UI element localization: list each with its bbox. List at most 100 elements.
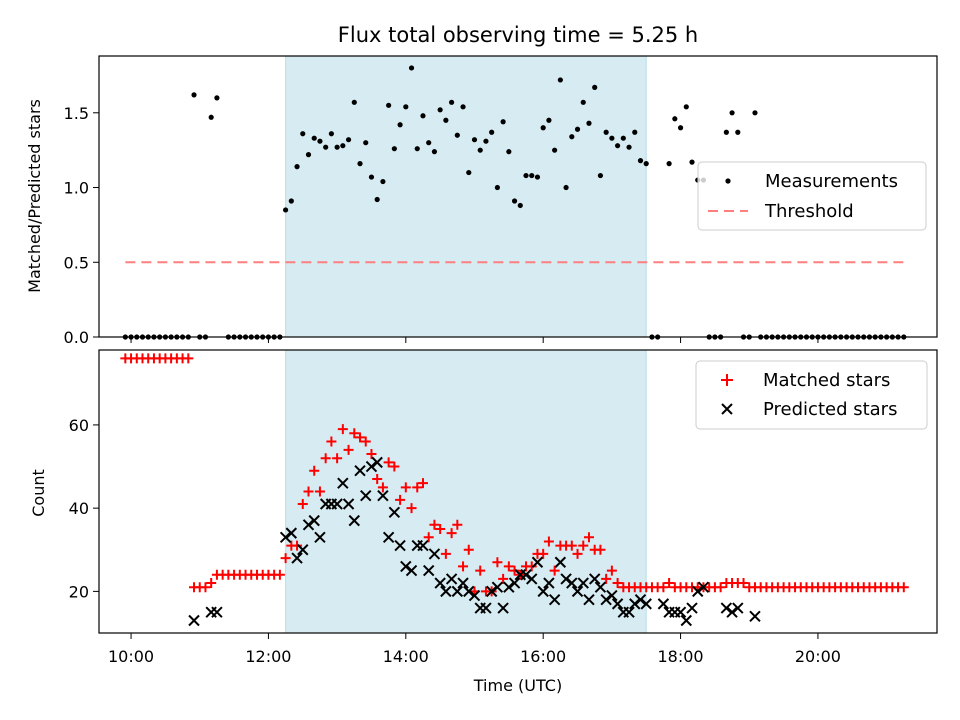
matched-star-point [206, 578, 217, 589]
predicted-star-point [623, 606, 635, 618]
measurement-point [643, 161, 649, 167]
predicted-star-point [279, 531, 292, 543]
measurement-point [426, 140, 432, 146]
predicted-star-point [640, 598, 652, 610]
matched-star-point [360, 436, 371, 447]
matched-stars-series [120, 353, 909, 597]
matched-star-point [303, 486, 314, 497]
matched-star-point [332, 453, 343, 464]
measurement-point [403, 104, 409, 110]
measurement-point [214, 95, 220, 101]
matched-star-point [595, 544, 606, 555]
matched-star-point [601, 573, 612, 584]
measurement-point [557, 77, 563, 83]
x-tick-label: 14:00 [383, 647, 429, 666]
predicted-star-point [634, 593, 647, 606]
matched-star-point [183, 353, 194, 364]
predicted-star-point [354, 464, 366, 477]
measurement-point [460, 104, 466, 110]
matched-star-point [452, 519, 463, 530]
measurement-point [552, 147, 558, 153]
matched-star-point [200, 582, 211, 593]
matched-star-point [274, 569, 285, 580]
measurement-point [672, 116, 678, 122]
predicted-star-point [548, 593, 561, 606]
chart-title: Flux total observing time = 5.25 h [338, 23, 698, 47]
predicted-star-point [371, 456, 383, 469]
predicted-star-point [674, 606, 687, 618]
bottom-x-ticks: 10:00 12:00 14:00 16:00 18:00 20:00 [108, 633, 841, 666]
predicted-star-point [291, 552, 303, 564]
predicted-star-point [428, 548, 441, 560]
predicted-star-point [577, 577, 589, 589]
measurement-point [363, 140, 369, 146]
matched-star-point [463, 544, 474, 555]
legend-measurements-label: Measurements [765, 171, 898, 192]
predicted-star-point [588, 573, 601, 585]
predicted-star-point [554, 556, 567, 568]
predicted-star-point [388, 506, 401, 519]
measurement-point [420, 113, 426, 119]
top-y-ticks: 0.0 0.5 1.0 1.5 [64, 104, 99, 347]
measurement-point [345, 137, 352, 143]
measurement-point [523, 172, 529, 179]
predicted-star-point [314, 531, 326, 543]
top-legend: Measurements Threshold [697, 161, 927, 231]
predicted-star-point [594, 581, 607, 593]
matched-star-point [606, 565, 617, 576]
measurement-point [592, 84, 598, 90]
measurement-point [323, 144, 329, 150]
measurement-point [666, 161, 672, 167]
matched-star-point [400, 482, 411, 493]
measurement-point [677, 125, 684, 131]
top-y-tick-label: 0.0 [64, 328, 89, 347]
measurement-point [534, 174, 541, 180]
measurement-point [208, 114, 214, 120]
measurement-point [414, 146, 420, 152]
top-y-tick-label: 1.0 [64, 179, 89, 198]
top-y-axis-label: Matched/Predicted stars [25, 99, 44, 293]
predicted-star-point [566, 577, 578, 589]
predicted-star-point [686, 602, 698, 614]
measurement-point [466, 169, 472, 176]
x-tick-label: 18:00 [658, 647, 704, 666]
bottom-y-axis-label: Count [29, 469, 48, 517]
measurement-point [614, 143, 621, 149]
matched-star-point [538, 548, 549, 559]
measurement-point [563, 184, 569, 191]
top-axes-frame [98, 55, 938, 338]
measurement-point [506, 149, 512, 155]
matched-star-point [526, 561, 537, 572]
matched-star-point [320, 453, 331, 464]
measurement-point [500, 119, 506, 125]
predicted-star-point [531, 556, 544, 568]
predicted-star-point [629, 598, 641, 610]
measurement-point [517, 202, 523, 209]
matched-star-point [292, 540, 303, 551]
legend-measurements-marker [725, 178, 731, 184]
predicted-star-point [508, 577, 521, 589]
predicted-star-point [560, 573, 572, 585]
matched-star-point [566, 540, 577, 551]
measurement-point [483, 138, 489, 144]
predicted-star-point [583, 593, 595, 606]
matched-star-point [343, 444, 354, 455]
measurement-point [723, 129, 729, 135]
measurement-point [620, 135, 626, 141]
measurement-point [489, 129, 495, 135]
measurement-point [300, 131, 306, 137]
matched-star-point [738, 578, 749, 589]
measurement-point [637, 158, 644, 164]
bottom-y-tick-label: 20 [69, 582, 89, 601]
matched-star-point [412, 482, 423, 493]
matched-star-point [435, 523, 446, 534]
bottom-y-tick-label: 60 [69, 416, 89, 435]
predicted-star-point [360, 489, 372, 502]
top-panel: 0.0 0.5 1.0 1.5 Matched/Predicted stars Mea… [25, 55, 938, 347]
top-y-tick-label: 1.5 [64, 104, 89, 123]
measurement-point [609, 135, 615, 141]
predicted-star-point [720, 602, 733, 614]
predicted-star-point [485, 585, 498, 598]
measurement-point [540, 125, 546, 131]
measurement-point [729, 110, 735, 116]
